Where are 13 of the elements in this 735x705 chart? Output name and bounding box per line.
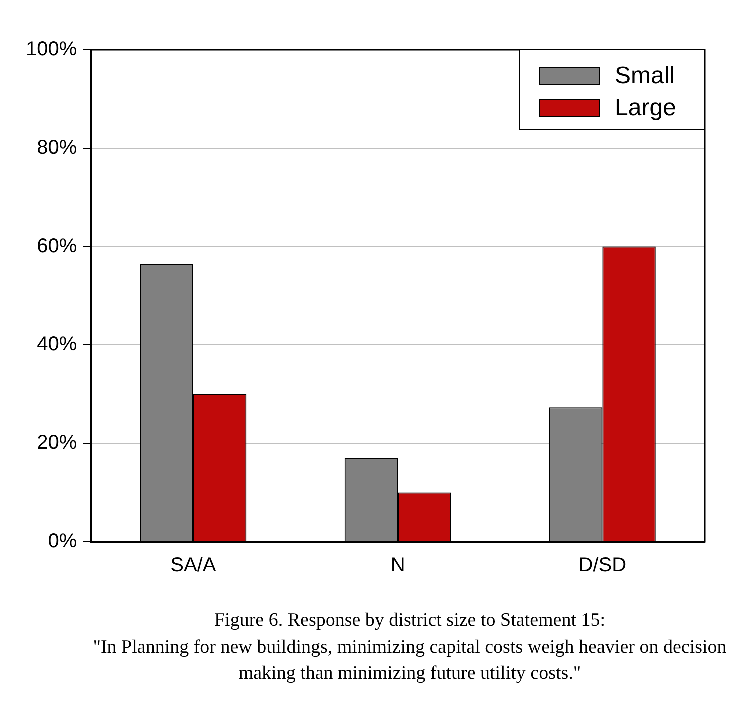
text: "In Planning for new buildings, minimizing capital costs weigh heavier on decision making than minimizing future utility costs."	[92, 636, 728, 686]
x-tick-label: N	[390, 554, 406, 577]
y-tick-label: 40%	[37, 334, 78, 356]
y-tick-label: 80%	[37, 136, 78, 159]
y-tick-label: 0%	[48, 530, 78, 553]
y-tick-label: 60%	[37, 235, 78, 258]
x-tick-label: D/SD	[578, 554, 627, 577]
legend-label: Small	[615, 62, 676, 90]
y-tick-label: 100%	[26, 38, 78, 61]
y-tick-label: 20%	[37, 432, 78, 454]
caption: Figure 6. Response by district size to Statement 15:	[213, 609, 607, 633]
legend-label: Large	[615, 94, 676, 122]
x-tick-label: SA/A	[170, 554, 217, 577]
